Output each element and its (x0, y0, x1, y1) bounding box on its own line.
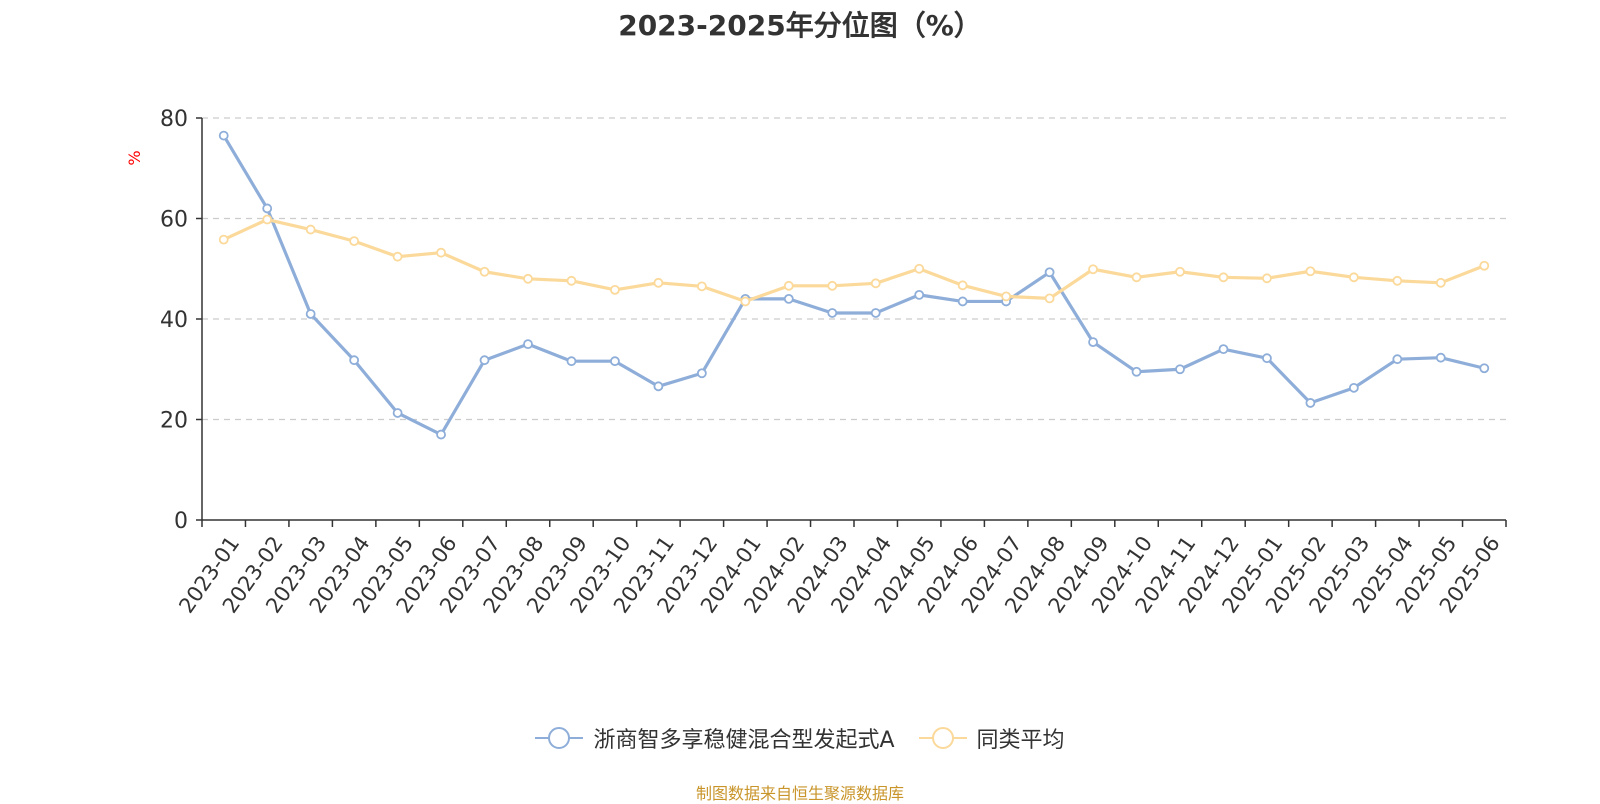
data-point (436, 429, 446, 440)
data-point (1392, 354, 1403, 365)
legend: 浙商智多享稳健混合型发起式A 同类平均 (0, 722, 1600, 754)
y-tick-label: 60 (160, 208, 188, 233)
data-point (653, 277, 664, 288)
legend-item-1[interactable]: 浙商智多享稳健混合型发起式A (535, 722, 895, 754)
data-point (1044, 293, 1055, 304)
data-point (262, 203, 273, 214)
chart-title: 2023-2025年分位图（%） (618, 9, 982, 42)
data-point (1435, 352, 1446, 363)
data-point (1305, 266, 1316, 277)
data-point (1479, 260, 1490, 271)
data-point (1044, 267, 1055, 278)
source-note: 制图数据来自恒生聚源数据库 (695, 784, 904, 803)
data-point (957, 280, 968, 291)
data-point (1348, 382, 1359, 393)
data-point (1131, 272, 1142, 283)
series-2 (218, 214, 1490, 307)
data-point (479, 355, 490, 366)
data-point (783, 280, 794, 291)
data-point (1435, 277, 1446, 288)
y-tick-label: 80 (160, 107, 188, 132)
data-point (1479, 363, 1490, 374)
data-point (827, 308, 838, 318)
data-point (1175, 364, 1185, 375)
data-point (870, 308, 881, 318)
data-point (566, 275, 577, 286)
data-point (523, 273, 533, 284)
data-point (870, 278, 881, 289)
data-point (218, 130, 229, 141)
data-point (696, 368, 707, 379)
data-point (1262, 273, 1272, 284)
data-point (1175, 266, 1185, 277)
data-point (305, 309, 316, 319)
data-point (218, 234, 229, 245)
data-point (1001, 291, 1012, 302)
data-point (1305, 398, 1316, 408)
data-point (1262, 353, 1272, 364)
data-point (1218, 344, 1229, 355)
data-point (696, 281, 707, 292)
axes: 0204060802023-012023-022023-032023-04202… (160, 107, 1507, 617)
data-point (914, 289, 925, 300)
data-point (392, 251, 403, 262)
data-point (740, 296, 751, 307)
data-point (827, 280, 838, 291)
line-chart: 0204060802023-012023-022023-032023-04202… (125, 107, 1507, 617)
legend-item-2[interactable]: 同类平均 (918, 722, 1065, 754)
y-axis-label: % (125, 150, 144, 165)
data-point (262, 214, 273, 225)
series-line (223, 217, 1485, 304)
data-point (653, 381, 664, 392)
data-point (349, 355, 360, 366)
gridlines (202, 117, 1506, 421)
data-point (479, 266, 490, 277)
data-point (523, 339, 533, 350)
data-point (957, 296, 968, 307)
y-tick-label: 40 (160, 308, 188, 333)
legend-line-circle-icon (535, 727, 584, 749)
data-point (610, 356, 620, 367)
data-point (392, 408, 403, 418)
data-point (1088, 337, 1098, 348)
data-point (1392, 275, 1403, 286)
legend-label: 浙商智多享稳健混合型发起式A (593, 728, 895, 753)
series-line (222, 134, 1485, 437)
data-point (349, 236, 360, 247)
data-point (305, 224, 316, 235)
series-lines (218, 130, 1490, 440)
y-tick-label: 20 (160, 409, 188, 434)
data-point (1218, 272, 1229, 283)
data-point (566, 356, 577, 367)
legend-line-circle-icon (918, 727, 967, 749)
legend-label: 同类平均 (976, 728, 1065, 753)
data-point (610, 284, 620, 295)
data-point (1088, 264, 1098, 275)
y-tick-label: 0 (174, 509, 188, 534)
data-point (436, 247, 446, 258)
series-1 (218, 130, 1490, 440)
data-point (783, 293, 794, 304)
data-point (914, 263, 925, 274)
data-point (1348, 272, 1359, 283)
data-point (1131, 366, 1142, 377)
